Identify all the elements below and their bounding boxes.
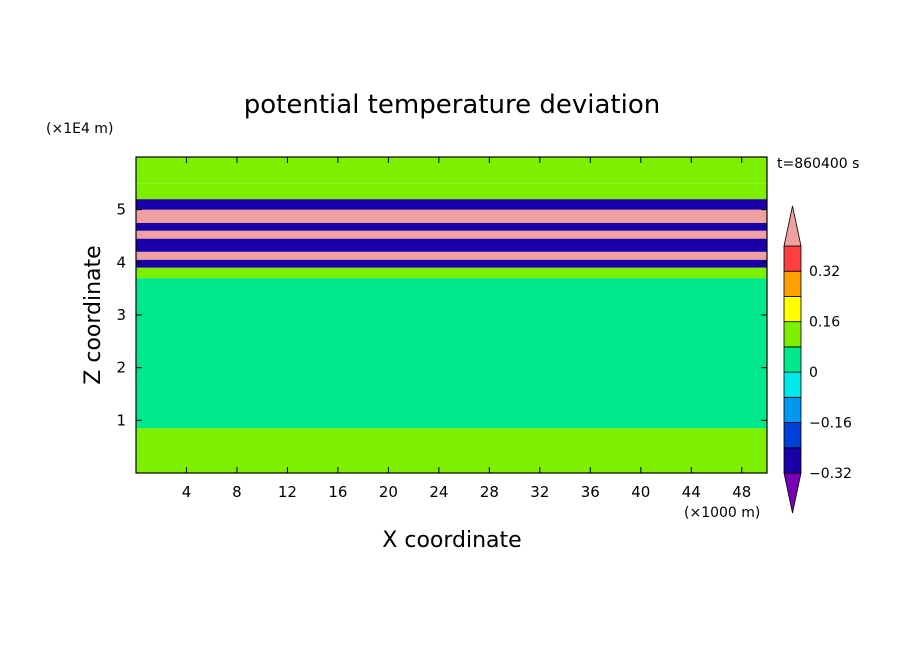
y-axis-label: Z coordinate	[81, 245, 106, 384]
contour-band-12	[136, 157, 767, 184]
contour-band-6	[136, 238, 767, 252]
plot-area	[136, 157, 767, 473]
x-tick-label: 36	[581, 483, 600, 501]
colorbar-segment	[783, 422, 802, 449]
x-tick-label: 20	[379, 483, 398, 501]
colorbar-segment	[783, 321, 802, 348]
colorbar-segment	[783, 396, 802, 423]
contour-band-9	[136, 209, 767, 223]
contour-band-4	[136, 259, 767, 268]
x-tick-label: 32	[530, 483, 549, 501]
y-tick-label: 3	[116, 306, 126, 324]
y-axis: 1 2 3 4 5	[116, 201, 767, 429]
contour-band-2	[136, 278, 767, 429]
colorbar-tick-label: 0	[809, 365, 818, 381]
colorbar-segment	[783, 447, 802, 474]
colorbar-segment	[783, 371, 802, 398]
x-tick-label: 16	[328, 483, 347, 501]
x-tick-label: 24	[429, 483, 448, 501]
x-tick-label: 48	[732, 483, 751, 501]
y-tick-label: 1	[116, 411, 126, 429]
x-tick-label: 28	[480, 483, 499, 501]
colorbar-segment	[783, 245, 802, 272]
colorbar-segment	[783, 270, 802, 297]
colorbar-segment-max	[783, 205, 802, 247]
contour-band-3	[136, 267, 767, 279]
colorbar-segment-min	[783, 472, 802, 514]
y-tick-label: 4	[116, 253, 126, 271]
x-tick-label: 4	[182, 483, 192, 501]
contour-band-8	[136, 222, 767, 231]
contour-band-7	[136, 230, 767, 239]
colorbar-segment	[783, 346, 802, 373]
contour-band-11	[136, 183, 767, 200]
y-tick-label: 2	[116, 359, 126, 377]
y-unit-label: (×1E4 m)	[46, 121, 113, 137]
colorbar-tick-label: −0.16	[809, 416, 852, 432]
x-tick-label: 8	[232, 483, 242, 501]
colorbar-tick-label: 0.32	[809, 264, 840, 280]
colorbar: 0.32 0.16 0 −0.16 −0.32	[783, 205, 852, 514]
x-tick-label: 44	[682, 483, 701, 501]
x-tick-label: 40	[631, 483, 650, 501]
colorbar-tick-label: −0.32	[809, 466, 852, 482]
x-axis-label: X coordinate	[382, 528, 521, 553]
contour-band-0	[136, 433, 767, 473]
chart-title: potential temperature deviation	[244, 90, 660, 120]
contour-band-5	[136, 251, 767, 260]
colorbar-segment	[783, 296, 802, 323]
time-label: t=860400 s	[777, 156, 859, 172]
colorbar-tick-label: 0.16	[809, 315, 840, 331]
contour-band-10	[136, 199, 767, 210]
y-tick-label: 5	[116, 201, 126, 219]
x-axis: 4 8 12 16 20 24 28 32 36 40 44 48	[182, 157, 751, 501]
contour-band-1	[136, 428, 767, 434]
x-unit-label: (×1000 m)	[684, 505, 760, 521]
x-tick-label: 12	[278, 483, 297, 501]
